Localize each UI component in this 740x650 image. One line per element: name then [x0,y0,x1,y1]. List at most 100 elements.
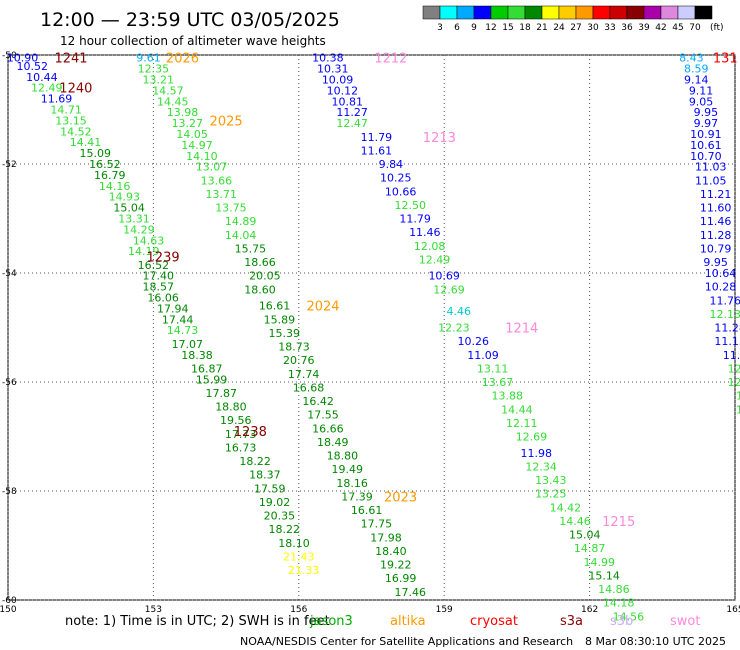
wave-height-value: 12.47 [336,117,368,130]
wave-height-value: 14.44 [501,403,533,416]
lat-label: -58 [2,487,17,497]
footer-timestamp: 8 Mar 08:30:10 UTC 2025 [585,635,726,648]
wave-height-value: 14.45 [157,95,189,108]
wave-height-value: 10.38 [312,52,344,65]
wave-height-value: 15.99 [196,373,228,386]
wave-height-value: 14.52 [60,125,92,138]
wave-height-value: 11.46 [700,215,732,228]
wave-height-value: 10.70 [690,150,722,163]
track-label: 2024 [306,300,339,315]
wave-height-value: 19.02 [259,496,291,509]
colorbar-label: 3 [437,23,443,33]
wave-height-value: 11.76 [710,294,740,307]
colorbar-swatch [507,5,526,20]
wave-height-value: 8.43 [679,52,704,65]
wave-height-value: 11.03 [695,161,727,174]
wave-height-value: 10.81 [332,95,364,108]
wave-height-value: 18.38 [181,349,213,362]
colorbar-label: 9 [471,23,477,33]
wave-height-value: 15.75 [235,242,267,255]
track-label: 1239 [147,251,180,266]
wave-height-value: 20.76 [283,354,315,367]
lon-labels: 150 153 156 159 162 165 [0,605,740,615]
wave-height-value: 18.60 [244,283,276,296]
wave-height-value: 12.7 [728,362,740,375]
lat-label: -56 [2,378,17,388]
wave-height-value: 11.09 [467,349,499,362]
wave-height-value: 13.67 [482,376,514,389]
wave-height-value: 17.39 [341,490,373,503]
colorbar-label: 70 [689,23,701,33]
footer-credit: NOAA/NESDIS Center for Satellite Applica… [240,635,573,648]
wave-height-value: 17.44 [162,313,194,326]
wave-height-value: 18.22 [239,455,271,468]
colorbar-label: 15 [502,23,513,33]
wave-height-value: 14.86 [598,583,630,596]
lat-labels: -50 -52 -54 -56 -58 -60 [2,51,17,606]
wave-height-value: 17.46 [395,586,427,599]
colorbar-swatch [677,5,696,20]
wave-height-value: 10.61 [690,139,722,152]
wave-height-value: 18.80 [215,401,247,414]
colorbar-swatch [575,5,594,20]
wave-height-value: 9.97 [694,117,719,130]
wave-height-value: 15.04 [113,202,145,215]
wave-height-value: 14.63 [133,234,165,247]
wave-height-value: 16.06 [147,292,179,305]
wave-height-value: 10.52 [16,60,48,73]
lon-label: 162 [581,605,598,615]
wave-height-value: 14.29 [123,223,155,236]
wave-height-value: 13.07 [196,161,228,174]
wave-height-value: 16.52 [89,158,121,171]
wave-height-value: 13.15 [55,114,87,127]
wave-height-value: 10.44 [26,71,58,84]
wave-height-value: 19.22 [380,559,412,572]
wave-height-value: 12.23 [438,322,470,335]
legend-cryosat: cryosat [470,614,518,629]
track-label: 1213 [423,131,456,146]
wave-height-value: 15.04 [569,529,601,542]
lat-label: -52 [2,160,17,170]
wave-height-value: 21.43 [283,550,315,563]
wave-height-value: 14.19 [128,245,160,258]
wave-height-value: 13.75 [215,202,247,215]
lon-label: 165 [726,605,740,615]
wave-height-value: 17.98 [370,531,402,544]
wave-height-value: 14.05 [176,128,208,141]
wave-height-value: 10.25 [380,172,412,185]
legend-altika: altika [390,614,426,629]
wave-height-value: 19.56 [220,414,252,427]
wave-height-value: 10.69 [428,270,460,283]
wave-height-value: 4.46 [446,305,471,318]
legend-s3b: s3b [610,614,633,629]
wave-height-value: 14.46 [559,515,591,528]
track-label: 1241 [54,52,87,67]
wave-height-value: 14.42 [550,501,582,514]
wave-height-value: 12.11 [506,417,538,430]
wave-height-value: 17.94 [157,302,189,315]
wave-height-value: 9.05 [689,95,714,108]
lat-label: -60 [2,596,17,606]
wave-height-value: 16.79 [94,169,126,182]
wave-height-value: 16.99 [385,572,417,585]
wave-height-value: 12.69 [516,431,548,444]
colorbar-label: 18 [519,23,531,33]
wave-height-value: 18.37 [249,469,281,482]
wave-height-value: 15.89 [264,313,296,326]
colorbar-swatch [490,5,509,20]
colorbar-swatch [609,5,628,20]
wave-height-value: 18.40 [375,545,407,558]
colorbar-label: 33 [604,23,615,33]
colorbar-label: 12 [485,23,496,33]
colorbar-swatch [456,5,475,20]
wave-height-value: 14.10 [186,150,218,163]
wave-height-value: 9.61 [136,52,161,65]
wave-height-value: 16.73 [225,441,257,454]
wave-height-value: 17.87 [206,387,238,400]
wave-height-value: 12.69 [433,283,465,296]
wave-height-value: 14.97 [181,139,213,152]
wave-height-value: 18.10 [278,537,310,550]
wave-height-value: 11.46 [409,226,441,239]
wave-height-value: 10.91 [690,128,722,141]
wave-height-value: 12.50 [395,199,427,212]
